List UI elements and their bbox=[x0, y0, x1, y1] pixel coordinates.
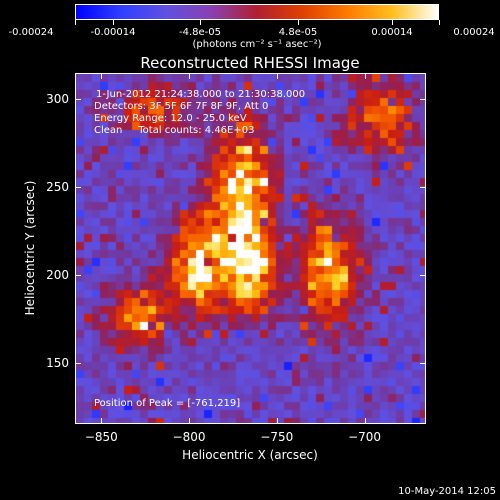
y-tick-mark bbox=[420, 362, 426, 364]
colorbar-tick bbox=[200, 20, 201, 25]
plot-area[interactable]: 1-Jun-2012 21:24:38.000 to 21:30:38.000 … bbox=[75, 73, 426, 424]
x-tick-label: −850 bbox=[84, 430, 118, 444]
plot-title: Reconstructed RHESSI Image bbox=[140, 54, 360, 72]
colorbar-tick bbox=[75, 20, 76, 25]
y-tick-mark bbox=[420, 274, 426, 276]
y-tick-mark bbox=[420, 187, 426, 189]
colorbar-tick-label: 0.00024 bbox=[453, 27, 495, 38]
y-tick-mark bbox=[420, 99, 426, 101]
x-tick-label: −700 bbox=[348, 430, 382, 444]
energy-range-text: Energy Range: 12.0 - 25.0 keV bbox=[94, 113, 247, 124]
y-axis-title: Heliocentric Y (arcsec) bbox=[23, 180, 37, 316]
peak-position-text: Position of Peak = [-761,219] bbox=[94, 398, 241, 409]
colorbar-tick-label: -4.8e-05 bbox=[179, 27, 221, 38]
x-tick-mark bbox=[276, 418, 278, 424]
x-tick-mark bbox=[101, 73, 103, 79]
x-tick-mark bbox=[276, 73, 278, 79]
timestamp: 10-May-2014 12:05 bbox=[398, 486, 496, 497]
heatmap-image[interactable] bbox=[76, 74, 425, 423]
time-range-text: 1-Jun-2012 21:24:38.000 to 21:30:38.000 bbox=[96, 89, 306, 100]
x-tick-label: −750 bbox=[260, 430, 294, 444]
colorbar-tick bbox=[439, 20, 440, 25]
x-tick-mark bbox=[189, 73, 191, 79]
colorbar-ticks bbox=[0, 20, 500, 28]
colorbar bbox=[75, 4, 439, 20]
y-tick-mark bbox=[75, 99, 81, 101]
colorbar-tick-label: -0.00014 bbox=[90, 27, 136, 38]
y-tick-label: 150 bbox=[46, 355, 69, 370]
y-tick-mark bbox=[75, 362, 81, 364]
x-axis-title: Heliocentric X (arcsec) bbox=[182, 448, 318, 462]
colorbar-units: (photons cm⁻² s⁻¹ asec⁻²) bbox=[192, 39, 322, 50]
detectors-text: Detectors: 3F 5F 6F 7F 8F 9F, Att 0 bbox=[94, 101, 269, 112]
y-tick-mark bbox=[75, 274, 81, 276]
colorbar-tick bbox=[113, 20, 114, 25]
clean-counts-text: Clean Total counts: 4.46E+03 bbox=[94, 125, 255, 136]
x-tick-mark bbox=[189, 418, 191, 424]
colorbar-tick-label: 4.8e-05 bbox=[278, 27, 318, 38]
x-tick-label: −800 bbox=[172, 430, 206, 444]
colorbar-tick-label: 0.00014 bbox=[371, 27, 413, 38]
x-tick-mark bbox=[101, 418, 103, 424]
colorbar-tick bbox=[392, 20, 393, 25]
x-tick-mark bbox=[364, 73, 366, 79]
y-tick-mark bbox=[75, 187, 81, 189]
x-tick-mark bbox=[364, 418, 366, 424]
y-tick-label: 250 bbox=[46, 180, 69, 195]
y-tick-label: 300 bbox=[46, 92, 69, 107]
colorbar-tick-label: -0.00024 bbox=[8, 27, 54, 38]
y-tick-label: 200 bbox=[46, 267, 69, 282]
colorbar-tick bbox=[298, 20, 299, 25]
